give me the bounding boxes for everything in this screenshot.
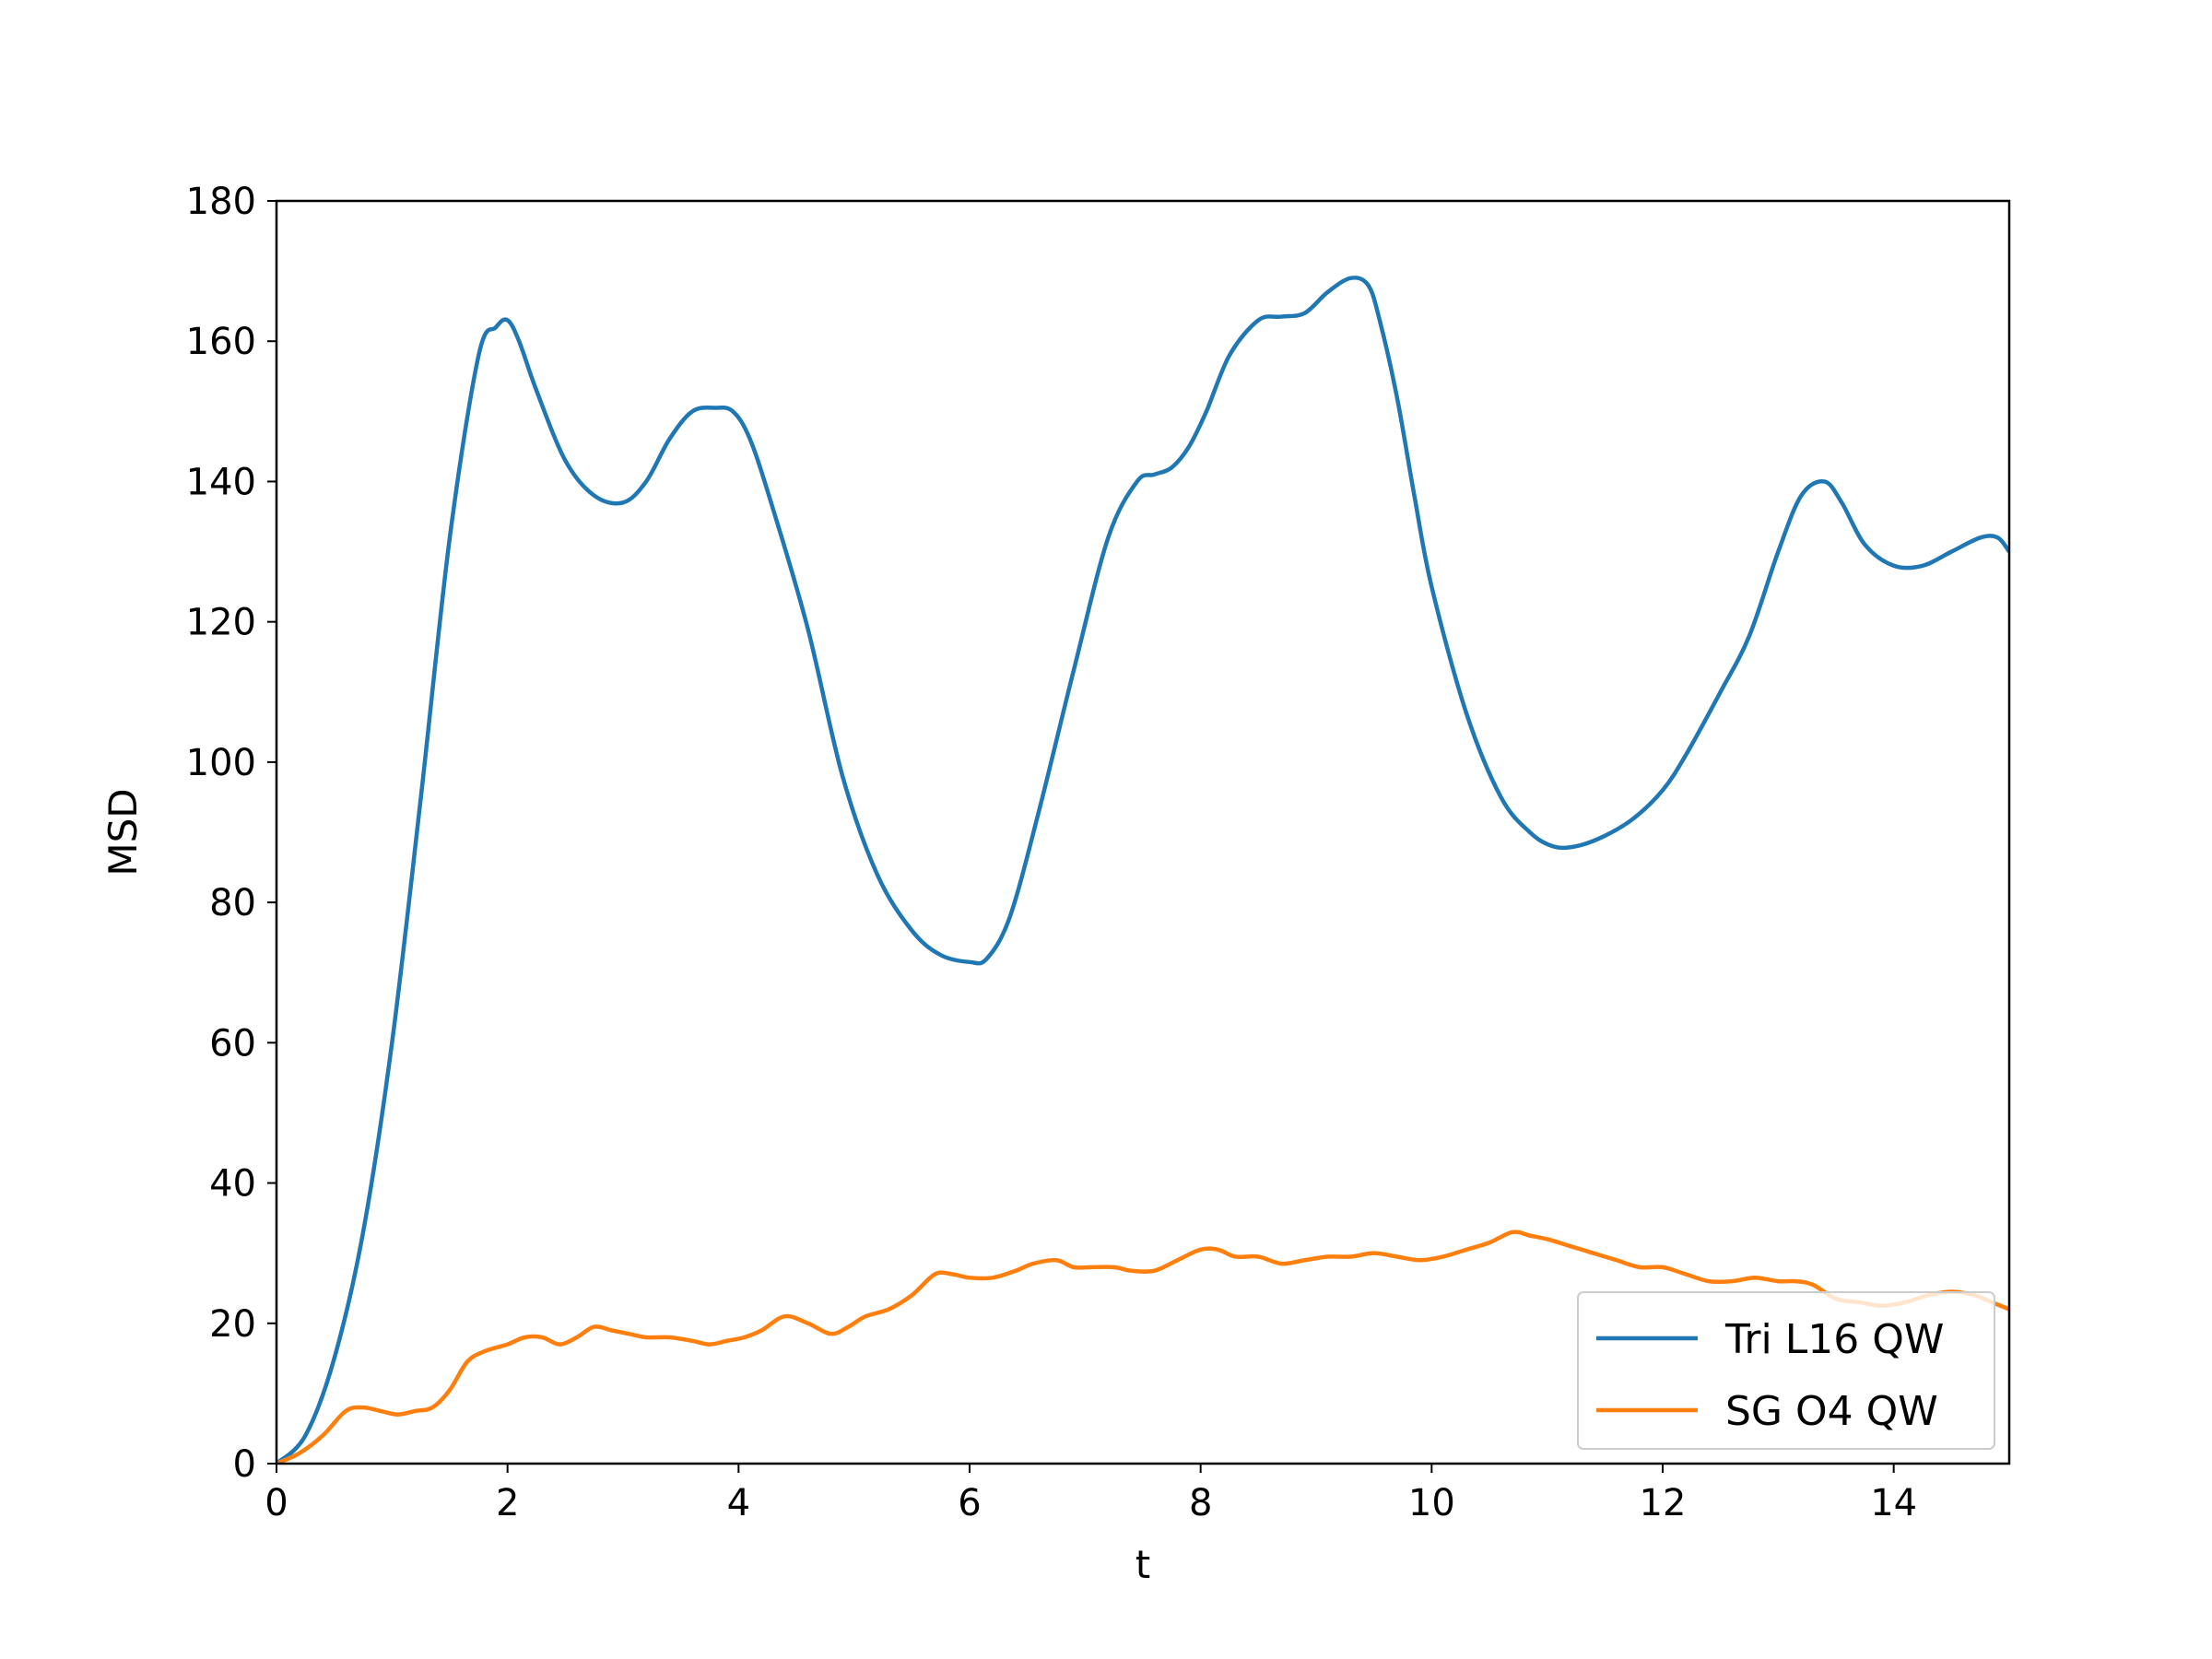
x-tick-label: 6 xyxy=(958,1482,981,1524)
series-layer xyxy=(276,276,2009,1464)
y-tick-label: 60 xyxy=(209,1022,256,1065)
y-tick-label: 80 xyxy=(209,882,256,924)
series-line-tri-l16-qw xyxy=(276,276,2009,1464)
y-tick-label: 0 xyxy=(233,1443,256,1486)
x-tick-label: 8 xyxy=(1189,1482,1212,1524)
y-tick-label: 40 xyxy=(209,1163,256,1206)
x-tick-label: 0 xyxy=(265,1482,288,1524)
legend: Tri L16 QW SG O4 QW xyxy=(1577,1291,1995,1450)
y-axis-label: MSD xyxy=(100,788,146,876)
y-tick-label: 100 xyxy=(186,742,256,784)
legend-entry-tri-l16-qw: Tri L16 QW xyxy=(1724,1316,1944,1363)
y-tick-label: 20 xyxy=(209,1303,256,1346)
y-tick-label: 180 xyxy=(186,181,256,223)
x-tick-label: 12 xyxy=(1640,1482,1687,1524)
y-tick-label: 140 xyxy=(186,461,256,503)
series-line-sg-o4-qw xyxy=(276,1230,2009,1464)
y-tick-label: 120 xyxy=(186,602,256,644)
y-tick-label: 160 xyxy=(186,321,256,363)
x-tick-label: 10 xyxy=(1408,1482,1455,1524)
x-tick-label: 2 xyxy=(496,1482,519,1524)
plot-area-frame xyxy=(275,199,2011,1465)
x-tick-label: 14 xyxy=(1870,1482,1917,1524)
legend-entry-sg-o4-qw: SG O4 QW xyxy=(1725,1388,1938,1435)
x-tick-label: 4 xyxy=(727,1482,750,1524)
x-axis-label: t xyxy=(1135,1542,1150,1587)
